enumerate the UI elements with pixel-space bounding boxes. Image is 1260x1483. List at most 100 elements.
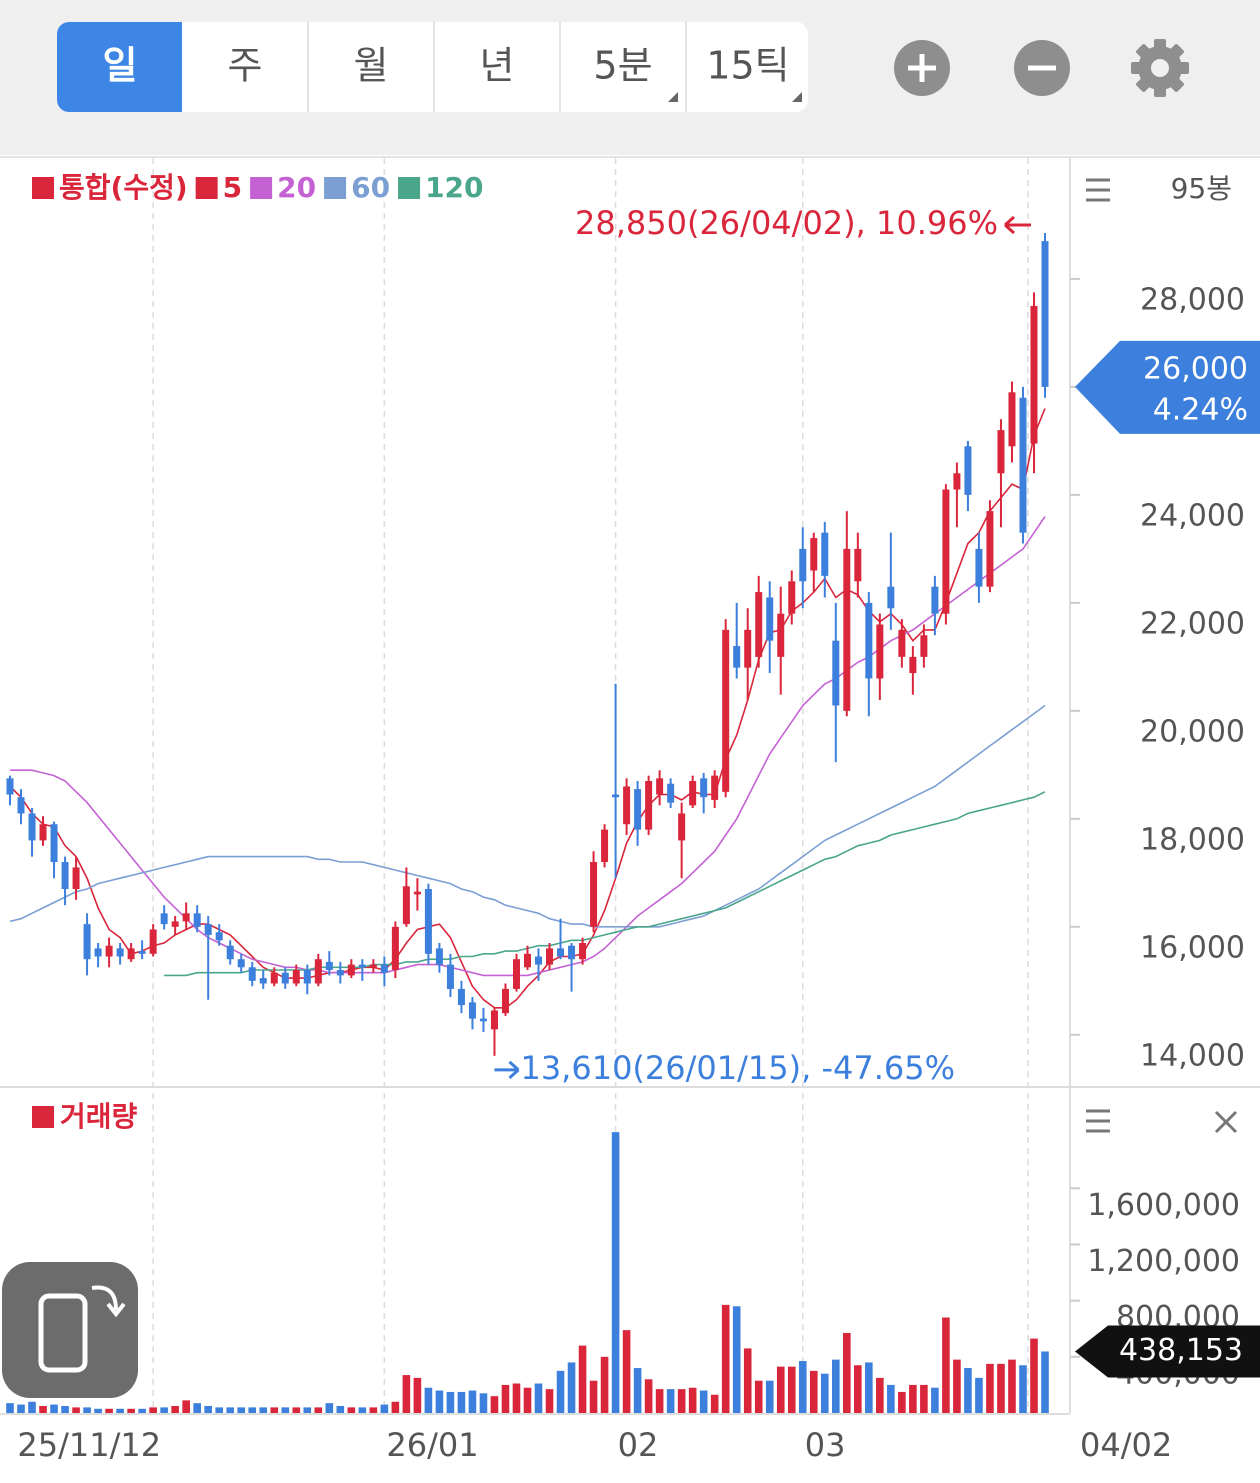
candle-body xyxy=(193,913,201,927)
ma-line xyxy=(164,791,1046,977)
volume-bar xyxy=(1019,1365,1027,1413)
volume-bar xyxy=(743,1348,752,1413)
tab[interactable]: 월 xyxy=(354,44,389,88)
candle-body xyxy=(656,778,664,795)
y-tick-label: 16,000 xyxy=(1140,930,1245,965)
volume-bar xyxy=(17,1404,25,1413)
volume-bar xyxy=(468,1390,477,1413)
legend-label: 60 xyxy=(351,171,390,204)
settings-button[interactable] xyxy=(1131,39,1189,97)
volume-bar xyxy=(380,1404,389,1413)
tab-group xyxy=(57,22,808,112)
candle-body xyxy=(138,951,146,954)
volume-bar xyxy=(545,1389,554,1413)
legend-label: 통합(수정) xyxy=(59,171,188,204)
volume-bar xyxy=(887,1384,895,1413)
candle-body xyxy=(336,970,344,976)
low-annotation: 13,610(26/01/15), -47.65% xyxy=(520,1049,955,1087)
menu-icon[interactable] xyxy=(1086,1109,1110,1133)
current-price-marker xyxy=(1075,340,1260,434)
candle-body xyxy=(711,775,719,800)
x-tick-label: 03 xyxy=(805,1426,846,1464)
volume-bar xyxy=(446,1391,455,1413)
volume-bar xyxy=(490,1396,499,1413)
volume-bar xyxy=(556,1370,565,1413)
legend-label: 20 xyxy=(277,171,316,204)
volume-bar xyxy=(964,1368,972,1413)
candle-body xyxy=(909,656,917,674)
volume-bar xyxy=(347,1407,356,1413)
candle-body xyxy=(215,932,223,941)
tab[interactable]: 15틱 xyxy=(706,44,789,88)
volume-bar xyxy=(942,1317,950,1413)
candle-body xyxy=(105,945,113,957)
candle-body xyxy=(854,548,862,582)
candle-body xyxy=(39,824,47,841)
candle-body xyxy=(590,862,598,927)
volume-bar xyxy=(931,1387,939,1413)
candle-body xyxy=(347,964,355,976)
candle-body xyxy=(512,959,520,989)
rotate-button[interactable] xyxy=(2,1262,138,1398)
candle-body xyxy=(1030,305,1038,444)
candle-body xyxy=(689,781,697,806)
high-arrow xyxy=(1004,215,1031,235)
tab[interactable]: 년 xyxy=(480,44,515,88)
close-icon[interactable] xyxy=(1214,1110,1238,1134)
candle-body xyxy=(83,924,91,960)
volume-bar xyxy=(655,1389,664,1413)
volume-bar xyxy=(358,1407,367,1413)
volume-bar xyxy=(193,1403,201,1413)
volume-bar xyxy=(424,1387,433,1413)
volume-bar xyxy=(677,1389,686,1413)
zoom-in-button[interactable] xyxy=(894,40,950,96)
candle-body xyxy=(479,1018,487,1022)
candle-body xyxy=(149,929,157,954)
volume-bar xyxy=(953,1359,961,1413)
volume-bar xyxy=(975,1377,983,1413)
ma-line xyxy=(10,516,1046,977)
candle-body xyxy=(490,1010,498,1030)
candle-body xyxy=(612,794,620,798)
candle-body xyxy=(424,889,432,954)
candle-body xyxy=(127,948,135,960)
volume-bar xyxy=(534,1383,543,1413)
candle-body xyxy=(535,956,543,965)
volume-bar xyxy=(160,1407,168,1413)
volume-bar xyxy=(854,1365,862,1413)
candle-body xyxy=(1008,392,1016,447)
low-arrow xyxy=(494,1060,520,1079)
tab[interactable]: 일 xyxy=(103,44,138,88)
candle-body xyxy=(810,538,818,571)
volume-bar xyxy=(1008,1359,1016,1413)
volume-bar xyxy=(39,1405,47,1413)
candle-body xyxy=(281,972,289,984)
tab[interactable]: 주 xyxy=(228,44,263,88)
candle-body xyxy=(468,1002,476,1019)
volume-bar xyxy=(336,1405,345,1413)
volume-bar xyxy=(116,1408,124,1413)
zoom-out-button[interactable] xyxy=(1014,40,1070,96)
volume-bar xyxy=(633,1368,642,1413)
tab[interactable]: 5분 xyxy=(593,44,652,88)
candle-body xyxy=(259,978,267,984)
candle-body xyxy=(524,953,531,968)
volume-bar xyxy=(94,1408,102,1413)
candle-body xyxy=(975,548,983,587)
volume-bar xyxy=(843,1332,851,1413)
y-tick-label: 22,000 xyxy=(1140,606,1245,641)
candle-body xyxy=(1041,241,1049,387)
candle-body xyxy=(678,813,686,841)
menu-icon[interactable] xyxy=(1086,178,1110,202)
volume-bar xyxy=(501,1384,510,1413)
candle-body xyxy=(799,548,807,582)
volume-bar xyxy=(567,1362,576,1413)
y-tick-label: 24,000 xyxy=(1140,498,1245,533)
candle-body xyxy=(568,945,576,960)
volume-bar xyxy=(765,1380,774,1413)
candle-body xyxy=(964,446,972,495)
legend-swatch xyxy=(32,1106,54,1128)
candle-body xyxy=(601,829,609,863)
volume-bar xyxy=(754,1380,763,1413)
